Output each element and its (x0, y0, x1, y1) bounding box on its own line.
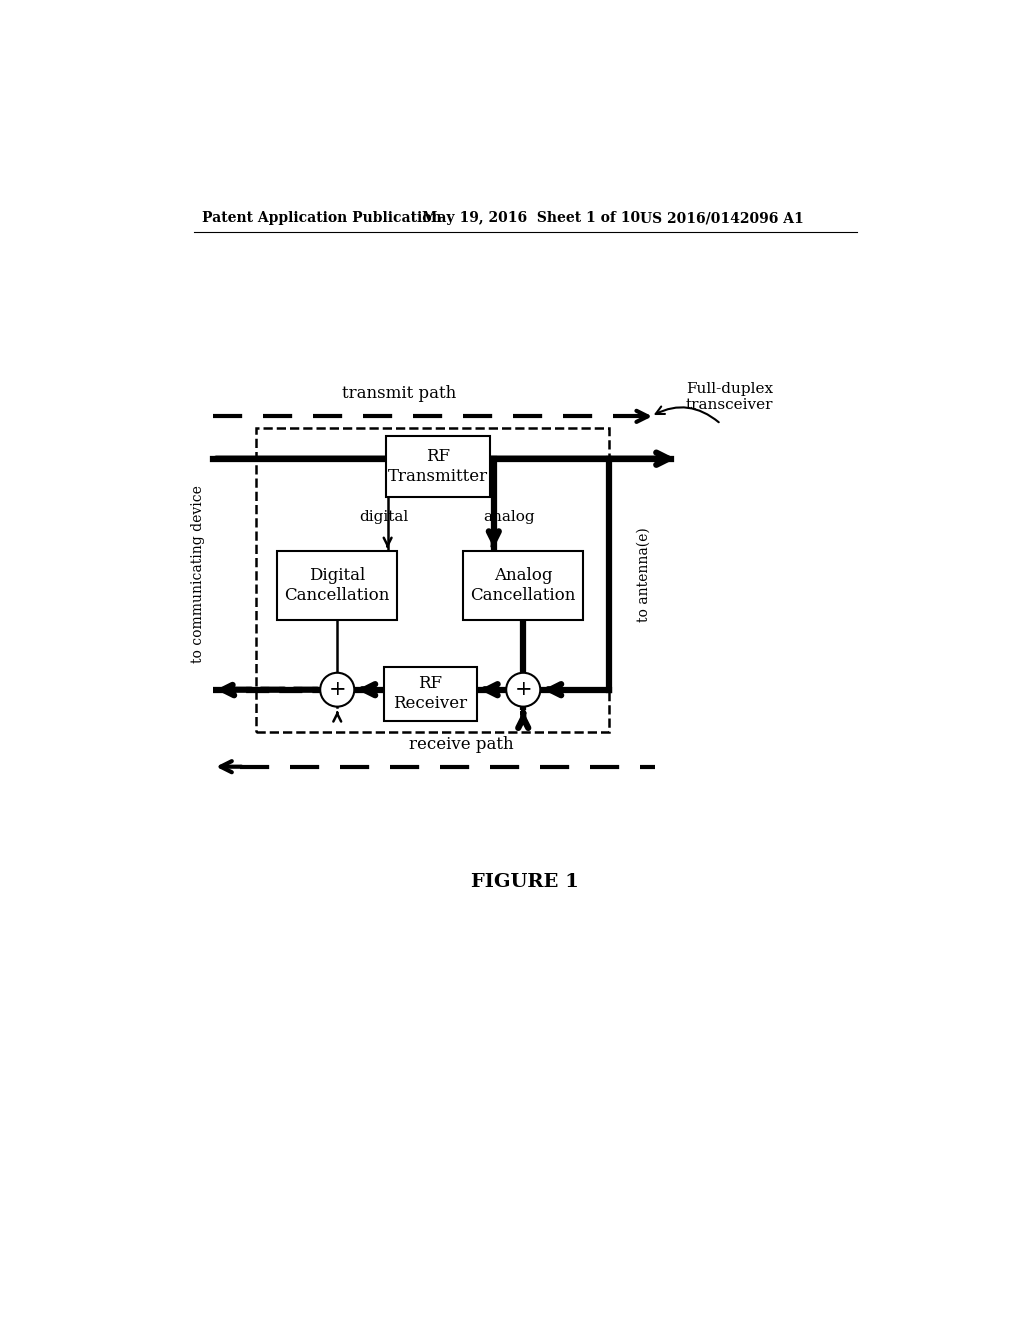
Text: +: + (329, 680, 346, 700)
Text: Full-duplex
transceiver: Full-duplex transceiver (686, 381, 773, 412)
Text: Patent Application Publication: Patent Application Publication (202, 211, 441, 226)
Bar (386, 436, 490, 498)
Circle shape (321, 673, 354, 706)
Bar (278, 552, 397, 620)
Circle shape (506, 673, 541, 706)
Text: to antenna(e): to antenna(e) (636, 527, 650, 622)
Text: FIGURE 1: FIGURE 1 (471, 874, 579, 891)
Bar (463, 552, 584, 620)
Text: Analog
Cancellation: Analog Cancellation (471, 568, 575, 605)
Bar (384, 667, 477, 721)
Bar (256, 428, 608, 733)
Text: digital: digital (359, 510, 409, 524)
Text: transmit path: transmit path (342, 385, 457, 403)
Text: to communicating device: to communicating device (190, 486, 205, 663)
Text: RF
Transmitter: RF Transmitter (388, 447, 488, 484)
Text: US 2016/0142096 A1: US 2016/0142096 A1 (640, 211, 803, 226)
Text: May 19, 2016  Sheet 1 of 10: May 19, 2016 Sheet 1 of 10 (423, 211, 641, 226)
Text: RF
Receiver: RF Receiver (393, 676, 467, 711)
Text: Digital
Cancellation: Digital Cancellation (285, 568, 390, 605)
Text: analog: analog (483, 510, 536, 524)
Text: +: + (514, 680, 532, 700)
Text: receive path: receive path (409, 735, 514, 752)
